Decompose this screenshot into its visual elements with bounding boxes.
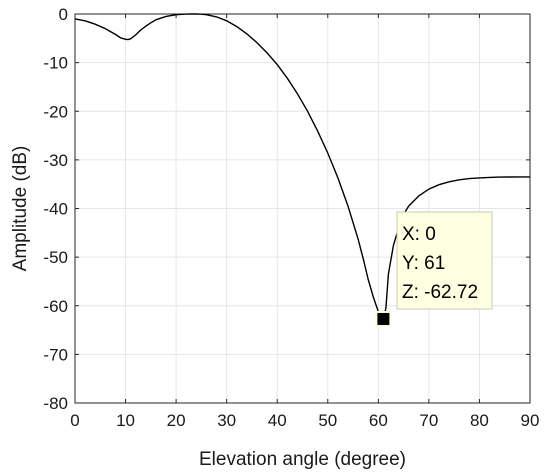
y-axis-title: Amplitude (dB) [10, 146, 31, 272]
datatip-box[interactable]: X: 0 Y: 61 Z: -62.72 [396, 211, 493, 310]
datatip-background [396, 211, 493, 310]
series-line [74, 13, 530, 321]
x-tick-label: 30 [217, 411, 236, 430]
x-tick-label: 0 [70, 411, 79, 430]
x-tick-label: 90 [521, 411, 540, 430]
y-tick-label: -60 [43, 297, 68, 316]
datatip-x-label: X: 0 [402, 224, 436, 245]
y-tick-label: -80 [43, 394, 68, 413]
x-tick-label: 50 [318, 411, 337, 430]
y-tick-label: -10 [43, 54, 68, 73]
y-tick-label: -20 [43, 102, 68, 121]
datatip-y-label: Y: 61 [402, 253, 445, 274]
y-tick-label: -50 [43, 248, 68, 267]
axis-ticks [74, 13, 531, 404]
y-tick-label: -30 [43, 151, 68, 170]
x-tick-label: 80 [470, 411, 489, 430]
x-tick-label: 20 [167, 411, 186, 430]
datatip-z-label: Z: -62.72 [402, 282, 478, 303]
datatip-marker[interactable] [375, 310, 392, 327]
y-tick-labels: 0 -10 -20 -30 -40 -50 -60 -70 -80 [43, 5, 68, 413]
x-tick-label: 70 [419, 411, 438, 430]
y-tick-label: -70 [43, 345, 68, 364]
y-tick-label: -40 [43, 200, 68, 219]
x-axis-title: Elevation angle (degree) [199, 449, 406, 470]
x-tick-label: 10 [116, 411, 135, 430]
y-tick-label: 0 [59, 5, 68, 24]
x-tick-labels: 0 10 20 30 40 50 60 70 80 90 [70, 411, 539, 430]
x-tick-label: 40 [268, 411, 287, 430]
x-tick-label: 60 [369, 411, 388, 430]
